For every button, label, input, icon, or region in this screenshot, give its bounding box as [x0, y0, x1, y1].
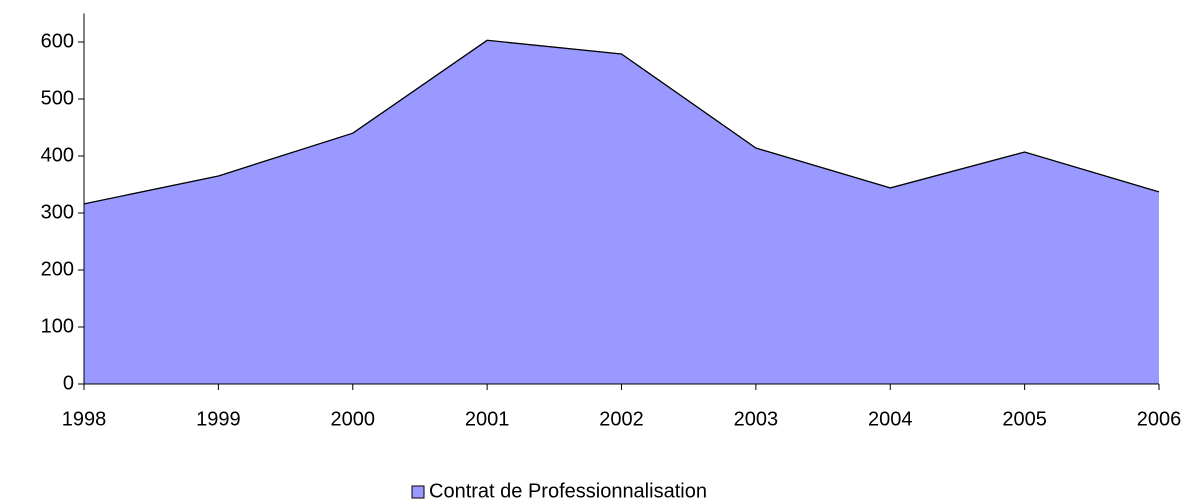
legend-label: Contrat de Professionnalisation: [429, 480, 707, 502]
x-tick-label: 1998: [62, 408, 107, 430]
area: [84, 40, 1159, 384]
x-tick-label: 2002: [599, 408, 644, 430]
y-tick-label: 0: [63, 372, 74, 394]
x-tick-label: 2003: [734, 408, 779, 430]
y-tick-label: 400: [41, 144, 74, 166]
y-tick-label: 500: [41, 87, 74, 109]
legend-swatch: [411, 485, 425, 499]
y-tick-label: 300: [41, 201, 74, 223]
x-tick-label: 2000: [331, 408, 376, 430]
x-tick-label: 1999: [196, 408, 241, 430]
x-tick-label: 2006: [1137, 408, 1182, 430]
x-tick-label: 2001: [465, 408, 510, 430]
y-tick-label: 200: [41, 258, 74, 280]
y-tick-label: 100: [41, 315, 74, 337]
area-outline: [83, 39, 1160, 205]
x-tick-label: 2004: [868, 408, 913, 430]
y-tick-label: 600: [41, 30, 74, 52]
x-tick-label: 2005: [1002, 408, 1047, 430]
